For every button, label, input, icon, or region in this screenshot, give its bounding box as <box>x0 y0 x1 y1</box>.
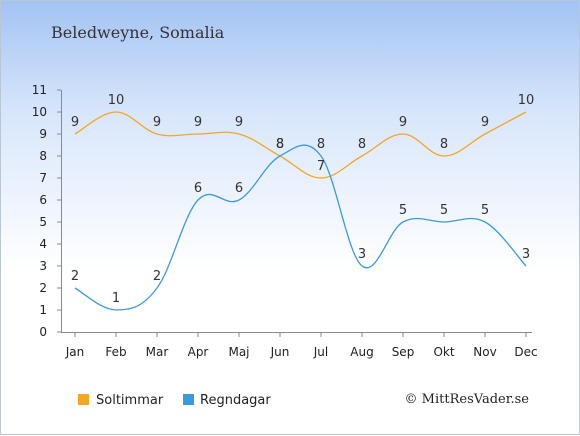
y-tick-label: 11 <box>32 83 47 97</box>
legend-label-regndagar: Regndagar <box>200 393 271 408</box>
data-label-regndagar: 6 <box>235 181 243 196</box>
series-line-regndagar <box>74 144 527 311</box>
credit-text: © MittResVader.se <box>405 392 530 407</box>
y-tick-label: 10 <box>32 105 47 119</box>
x-tick-label: Okt <box>433 345 454 359</box>
x-tick-label: Mar <box>146 345 169 359</box>
legend-label-soltimmar: Soltimmar <box>96 393 164 408</box>
chart-title: Beledweyne, Somalia <box>51 23 225 42</box>
x-tick-label: Nov <box>473 345 496 359</box>
y-tick-label: 2 <box>39 281 47 295</box>
y-tick-label: 0 <box>39 325 47 339</box>
data-label-regndagar: 8 <box>276 137 284 152</box>
y-tick-label: 1 <box>39 303 47 317</box>
data-label-regndagar: 5 <box>481 203 489 218</box>
data-label-regndagar: 3 <box>358 247 366 262</box>
x-tick-label: Aug <box>350 345 373 359</box>
y-tick-label: 6 <box>39 193 47 207</box>
data-label-soltimmar: 10 <box>518 93 535 108</box>
data-label-regndagar: 5 <box>440 203 448 218</box>
data-label-soltimmar: 9 <box>235 115 243 130</box>
y-tick-label: 7 <box>39 171 47 185</box>
y-tick-label: 4 <box>39 237 47 251</box>
data-label-soltimmar: 8 <box>440 137 448 152</box>
data-label-soltimmar: 9 <box>71 115 79 130</box>
data-label-regndagar: 6 <box>194 181 202 196</box>
legend-swatch-regndagar <box>183 394 194 405</box>
data-label-soltimmar: 9 <box>399 115 407 130</box>
data-label-soltimmar: 9 <box>194 115 202 130</box>
x-tick-label: Jul <box>313 345 328 359</box>
x-tick-label: Jun <box>270 345 290 359</box>
series-line-soltimmar <box>74 111 527 179</box>
x-tick-label: Feb <box>105 345 126 359</box>
data-label-regndagar: 2 <box>153 269 161 284</box>
series-lines <box>74 111 527 311</box>
axes: 0 1 2 3 4 5 6 7 8 9 10 11 Jan Feb Mar Apr Maj Jun Jul Aug Se… <box>32 83 538 359</box>
y-tick-label: 8 <box>39 149 47 163</box>
y-tick-label: 9 <box>39 127 47 141</box>
x-tick-label: Jan <box>65 345 85 359</box>
x-tick-label: Dec <box>514 345 537 359</box>
data-label-soltimmar: 8 <box>358 137 366 152</box>
x-tick-label: Apr <box>188 345 209 359</box>
data-label-soltimmar: 9 <box>481 115 489 130</box>
data-label-regndagar: 1 <box>112 291 120 306</box>
y-tick-label: 5 <box>39 215 47 229</box>
x-tick-label: Maj <box>228 345 249 359</box>
data-label-soltimmar: 9 <box>153 115 161 130</box>
x-tick-label: Sep <box>392 345 415 359</box>
y-tick-label: 3 <box>39 259 47 273</box>
data-label-regndagar: 3 <box>522 247 530 262</box>
data-label-soltimmar: 8 <box>276 137 284 152</box>
data-label-regndagar: 2 <box>71 269 79 284</box>
legend: Soltimmar Regndagar <box>78 393 271 408</box>
data-label-soltimmar: 7 <box>317 159 325 174</box>
data-label-regndagar: 8 <box>317 137 325 152</box>
data-label-soltimmar: 10 <box>108 93 125 108</box>
data-label-regndagar: 5 <box>399 203 407 218</box>
legend-swatch-soltimmar <box>78 394 89 405</box>
